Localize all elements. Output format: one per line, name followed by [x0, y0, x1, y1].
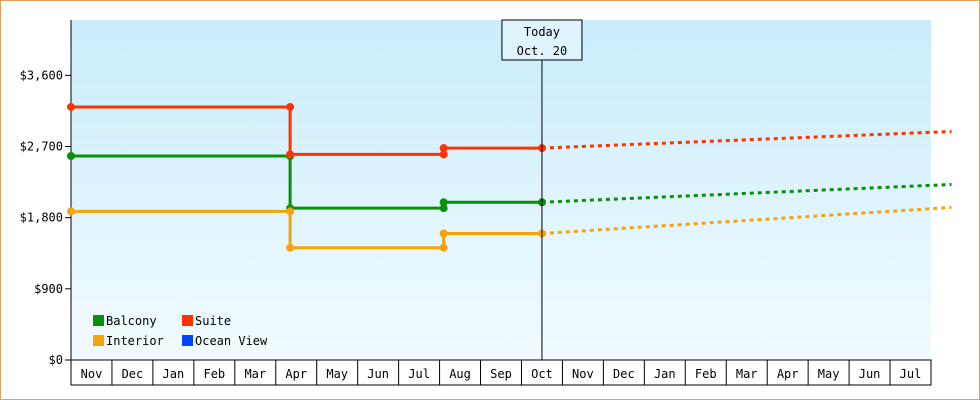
x-tick-label: Mar [736, 367, 758, 381]
y-tick-label: $0 [49, 353, 63, 367]
x-tick-label: Oct [531, 367, 553, 381]
x-tick-label: May [326, 367, 348, 381]
data-point-interior [67, 207, 75, 216]
data-point-suite [67, 102, 75, 111]
data-point-suite [286, 150, 295, 159]
series-line-interior [71, 209, 542, 250]
x-tick-label: Feb [695, 367, 717, 381]
data-point-suite [286, 102, 295, 111]
legend-swatch-ocean-view [182, 335, 193, 346]
legend-label-suite: Suite [195, 314, 231, 328]
series-line-balcony [71, 154, 542, 210]
data-point-interior [439, 229, 448, 238]
x-tick-label: Aug [449, 367, 471, 381]
today-date-label: Oct. 20 [517, 44, 568, 58]
data-point-balcony [439, 198, 448, 207]
x-tick-label: Feb [203, 367, 225, 381]
y-tick-label: $3,600 [20, 68, 63, 82]
y-tick-label: $2,700 [20, 140, 63, 154]
x-tick-label: Jan [163, 367, 185, 381]
legend-swatch-balcony [93, 315, 104, 326]
data-point-interior [286, 243, 295, 252]
x-tick-label: Sep [490, 367, 512, 381]
legend-label-balcony: Balcony [106, 314, 157, 328]
x-tick-label: Apr [285, 367, 307, 381]
x-tick-label: Nov [81, 367, 103, 381]
x-tick-label: Jul [900, 367, 922, 381]
x-tick-label: Mar [244, 367, 266, 381]
today-label-box [501, 19, 583, 61]
y-axis: $0 $900 $1,800 $2,700 $3,600 [20, 20, 72, 367]
x-axis-band [70, 359, 932, 386]
legend-swatch-suite [182, 315, 193, 326]
today-marker: Today Oct. 20 [501, 19, 583, 360]
legend: Balcony Suite Interior Ocean View [93, 314, 268, 348]
data-point-balcony [67, 152, 75, 160]
x-tick-label: Dec [122, 367, 144, 381]
x-tick-label: Jun [859, 367, 881, 381]
legend-swatch-interior [93, 335, 104, 346]
legend-label-ocean-view: Ocean View [195, 334, 268, 348]
x-tick-label: Apr [777, 367, 799, 381]
data-point-interior [286, 207, 295, 216]
legend-label-interior: Interior [106, 334, 164, 348]
x-tick-label: Jun [367, 367, 389, 381]
series-line-suite [71, 105, 542, 156]
x-tick-label: Jan [654, 367, 676, 381]
x-tick-label: May [818, 367, 840, 381]
series-lines [67, 102, 952, 252]
data-point-suite [439, 150, 448, 159]
x-axis: Nov Dec Jan Feb Mar Apr May Jun Jul Aug Sep Oct Nov D… [70, 359, 932, 386]
y-tick-label: $900 [34, 282, 63, 296]
x-tick-label: Nov [572, 367, 594, 381]
data-point-interior [439, 243, 448, 252]
y-tick-label: $1,800 [20, 211, 63, 225]
x-tick-label: Dec [613, 367, 635, 381]
plot-area [71, 20, 931, 360]
x-tick-label: Jul [408, 367, 430, 381]
today-label: Today [524, 25, 560, 39]
data-point-suite [439, 144, 448, 153]
data-point-balcony [439, 204, 448, 213]
